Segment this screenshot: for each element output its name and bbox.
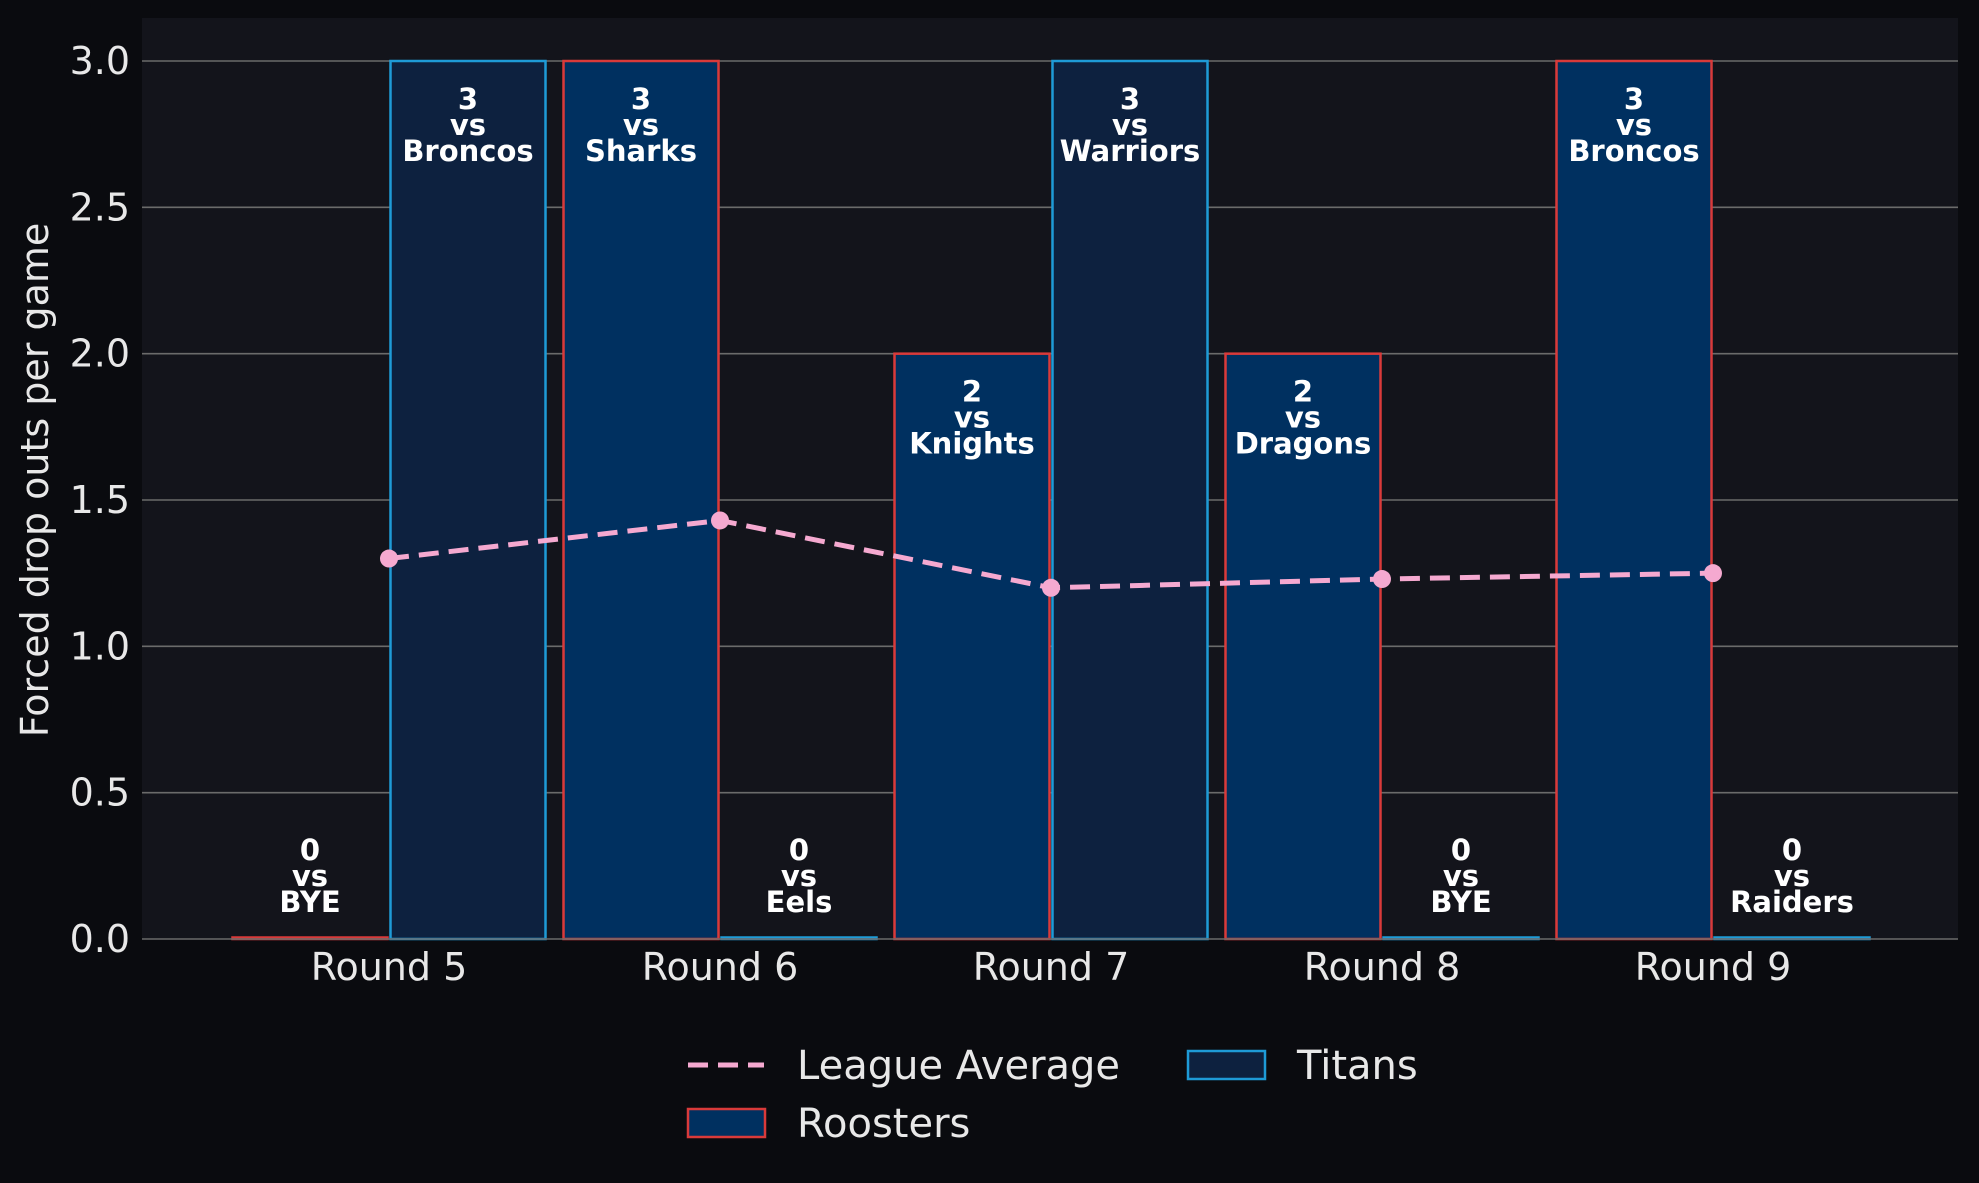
bar-data-label: Broncos xyxy=(1568,134,1699,168)
legend-swatch-roosters xyxy=(686,1107,767,1139)
bar-data-label: Raiders xyxy=(1730,885,1854,919)
bar-titans xyxy=(1051,59,1209,941)
bar-data-label: Eels xyxy=(766,885,833,919)
bar-data-label: vs xyxy=(623,108,659,142)
bar-data-label: vs xyxy=(1774,859,1810,893)
legend-swatch-titans xyxy=(1186,1049,1267,1081)
bar-roosters xyxy=(893,352,1051,941)
y-tick-label: 0.0 xyxy=(70,917,130,961)
legend: League Average Titans Roosters xyxy=(686,1043,1418,1147)
bar-data-label: Dragons xyxy=(1235,427,1372,461)
bar-data-label: vs xyxy=(954,401,990,435)
x-tick-label: Round 6 xyxy=(642,945,799,989)
bar-data-label: Broncos xyxy=(402,134,533,168)
bar-data-label: Sharks xyxy=(585,134,697,168)
bar-data-label: vs xyxy=(781,859,817,893)
league-average-point xyxy=(380,549,398,568)
bar-data-label: vs xyxy=(450,108,486,142)
league-average-line xyxy=(380,511,1722,597)
bar-data-label: 0 xyxy=(789,833,809,867)
axes: 0.0 0.5 1.0 1.5 2.0 2.5 3.0 Round 5 Round 6 Round… xyxy=(70,39,1958,989)
bar-labels: 0vsBYE3vsBroncos3vsSharks0vsEels2vsKnigh… xyxy=(279,82,1854,919)
bar-roosters xyxy=(562,59,720,941)
bar-data-label: 0 xyxy=(1451,833,1471,867)
bar-data-label: 3 xyxy=(1624,82,1644,116)
legend-label-league-average: League Average xyxy=(797,1043,1120,1089)
bar-data-label: 2 xyxy=(1293,375,1313,409)
bar-data-label: 3 xyxy=(458,82,478,116)
bars xyxy=(231,59,1871,941)
y-tick-label: 1.0 xyxy=(70,624,130,668)
league-average-point xyxy=(1373,570,1391,589)
bar-data-label: BYE xyxy=(1430,885,1491,919)
y-axis-title: Forced drop outs per game xyxy=(13,223,57,737)
legend-label-roosters: Roosters xyxy=(797,1101,970,1147)
bar-data-label: vs xyxy=(292,859,328,893)
bar-titans xyxy=(389,59,547,941)
bar-data-label: vs xyxy=(1112,108,1148,142)
bar-data-label: 3 xyxy=(1120,82,1140,116)
bar-roosters xyxy=(1224,352,1382,941)
bar-data-label: vs xyxy=(1443,859,1479,893)
bar-data-label: 2 xyxy=(962,375,982,409)
bar-roosters xyxy=(1555,59,1713,941)
bar-data-label: 3 xyxy=(631,82,651,116)
x-tick-label: Round 5 xyxy=(311,945,468,989)
bar-data-label: vs xyxy=(1285,401,1321,435)
y-tick-label: 2.0 xyxy=(70,332,130,376)
y-tick-label: 3.0 xyxy=(70,39,130,83)
bar-data-label: BYE xyxy=(279,885,340,919)
x-tick-label: Round 9 xyxy=(1635,945,1792,989)
y-tick-label: 2.5 xyxy=(70,185,130,229)
league-average-point xyxy=(1042,578,1060,597)
bar-data-label: 0 xyxy=(1782,833,1802,867)
bar-data-label: vs xyxy=(1616,108,1652,142)
league-average-point xyxy=(1704,564,1722,583)
bar-data-label: Warriors xyxy=(1060,134,1201,168)
x-tick-label: Round 7 xyxy=(973,945,1130,989)
league-average-point xyxy=(711,511,729,530)
y-tick-label: 1.5 xyxy=(70,478,130,522)
legend-label-titans: Titans xyxy=(1296,1043,1418,1089)
x-tick-label: Round 8 xyxy=(1304,945,1461,989)
bar-data-label: Knights xyxy=(909,427,1035,461)
bar-data-label: 0 xyxy=(300,833,320,867)
y-tick-label: 0.5 xyxy=(70,771,130,815)
